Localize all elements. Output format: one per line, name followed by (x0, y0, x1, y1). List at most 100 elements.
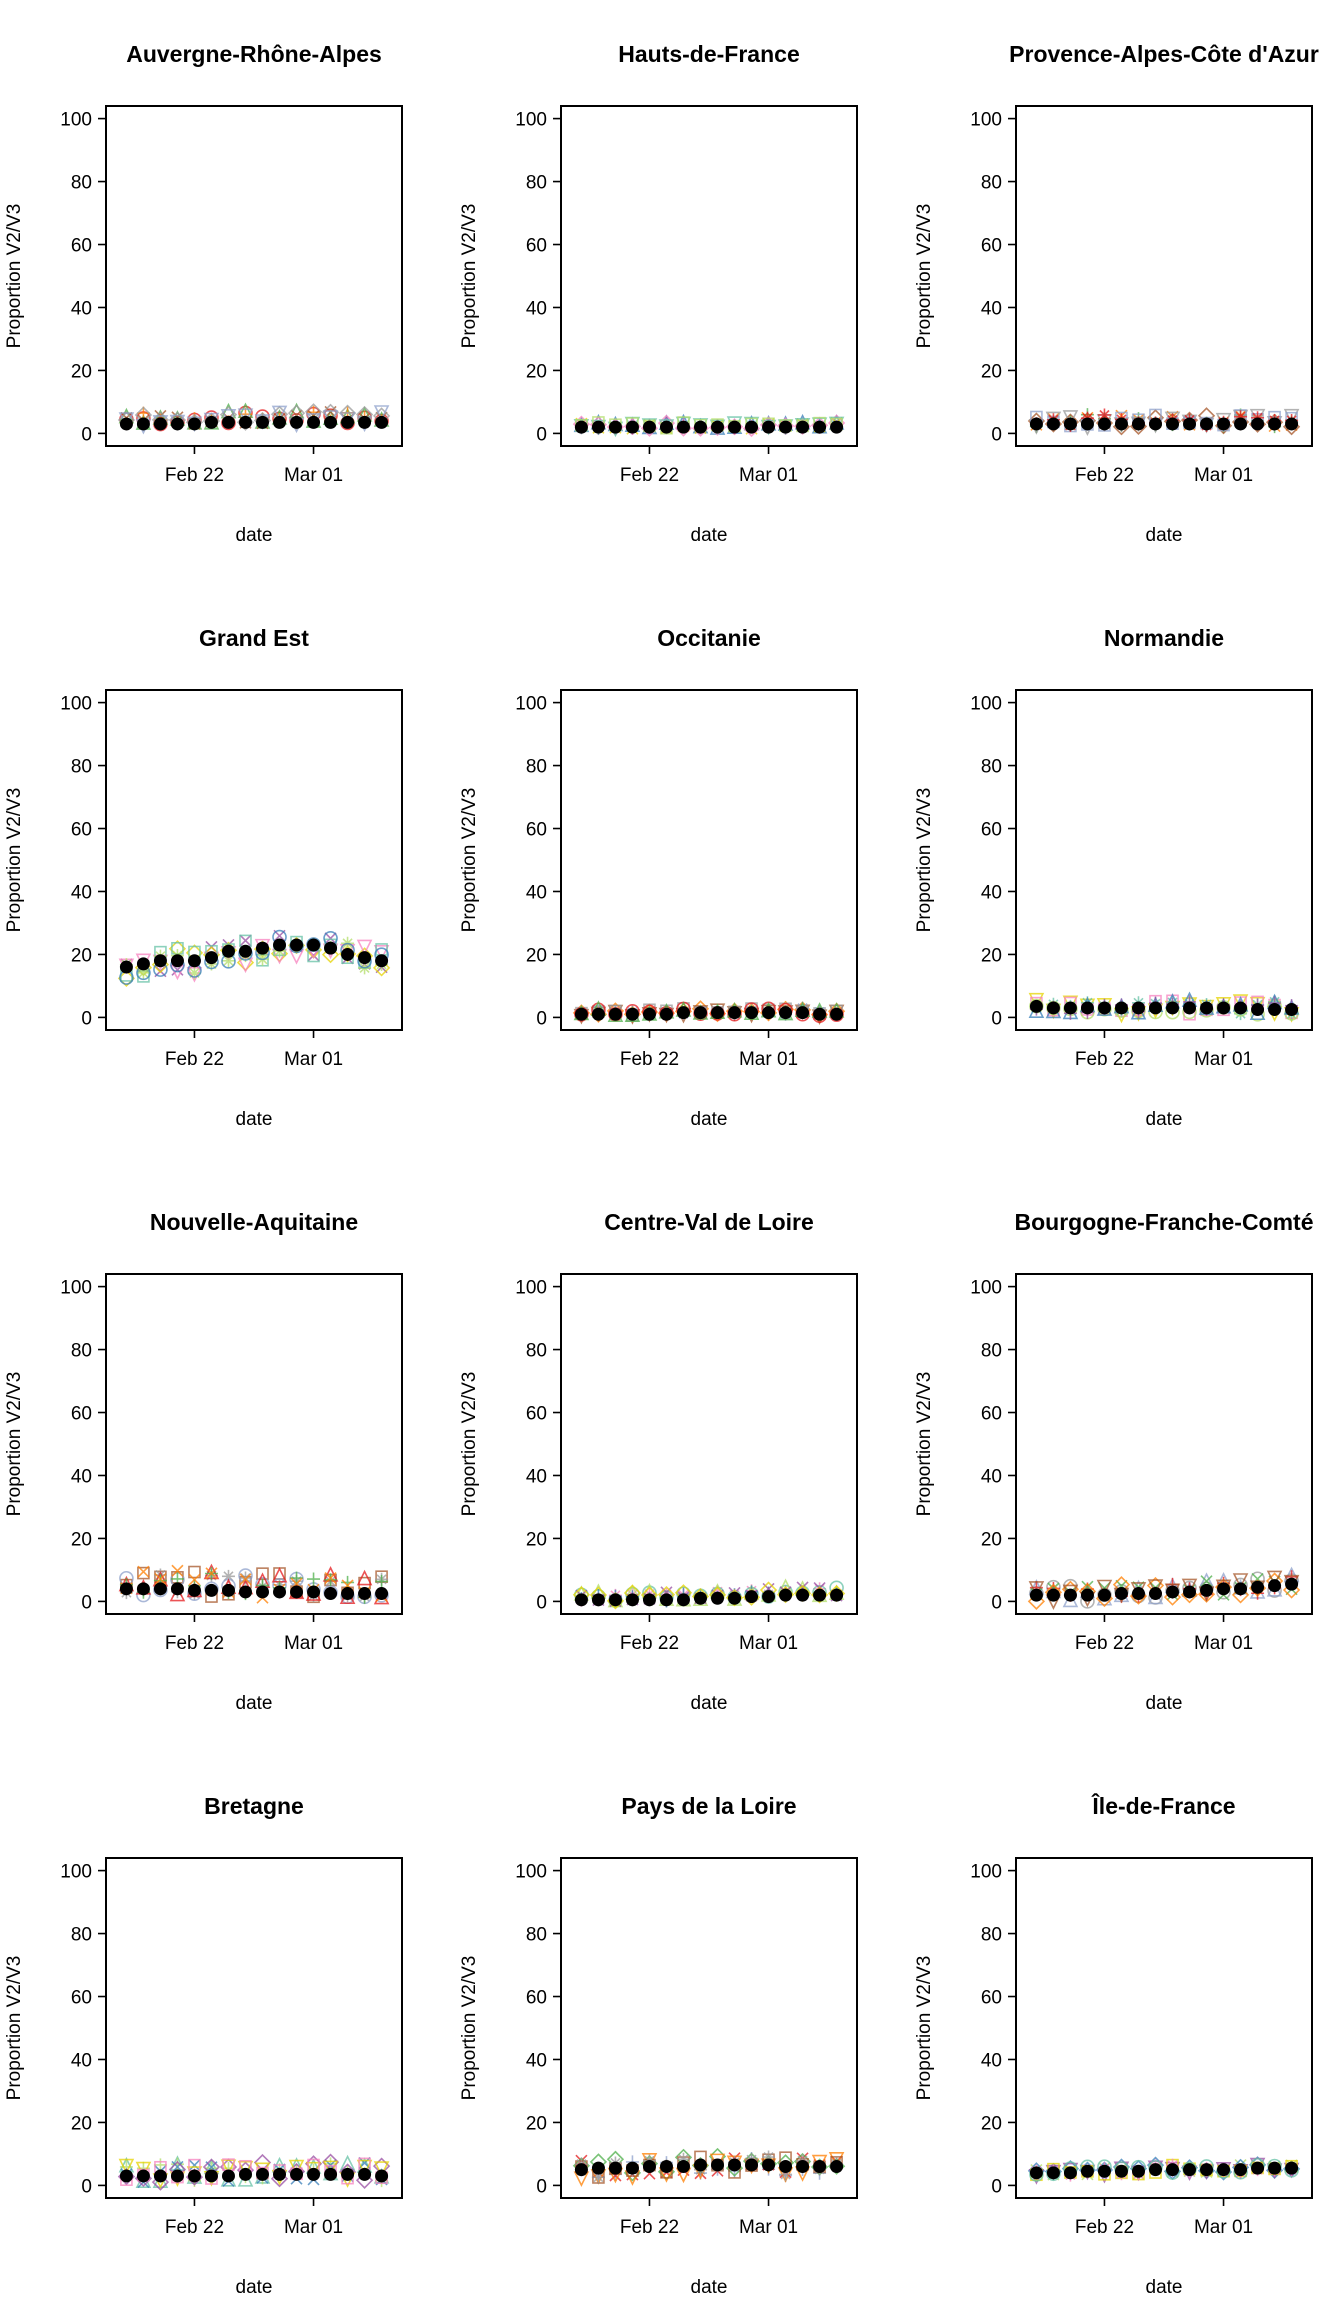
y-tick-label: 80 (981, 1925, 1002, 1946)
y-axis: 0 20 40 60 80 100 (60, 110, 106, 445)
x-tick-label: Mar 01 (739, 1049, 798, 1070)
mean-point (238, 944, 252, 958)
y-tick-label: 0 (991, 424, 1002, 445)
mean-point (830, 1007, 844, 1021)
mean-point (796, 1006, 810, 1020)
x-tick-label: Mar 01 (739, 1633, 798, 1654)
mean-point (204, 951, 218, 965)
mean-point (728, 1591, 742, 1605)
x-tick-label: Feb 22 (1075, 1049, 1134, 1070)
y-axis: 0 20 40 60 80 100 (60, 1862, 106, 2197)
mean-point (1097, 2164, 1111, 2178)
panel-provence-alpes-cote-d-azur: Provence-Alpes-Côte d'Azur 0 20 40 60 80 100 Pr… (914, 41, 1319, 546)
plot-frame (105, 1273, 403, 1615)
mean-point (693, 2158, 707, 2172)
mean-point (1217, 1001, 1231, 1015)
plot-frame (1015, 1857, 1313, 2199)
y-axis: 0 20 40 60 80 100 (970, 110, 1016, 445)
mean-point (728, 1006, 742, 1020)
mean-point (659, 2160, 673, 2174)
mean-point (1200, 417, 1214, 431)
department-point (356, 939, 373, 956)
y-tick-label: 20 (71, 945, 92, 966)
department-point (221, 1569, 235, 1583)
mean-point (796, 2160, 810, 2174)
mean-point (1148, 1001, 1162, 1015)
mean-point (1080, 417, 1094, 431)
y-tick-label: 60 (71, 820, 92, 841)
mean-point (170, 417, 184, 431)
mean-point (591, 420, 605, 434)
mean-point (1080, 1588, 1094, 1602)
mean-series (574, 1006, 844, 1021)
department-point (375, 1574, 389, 1588)
mean-point (341, 2167, 355, 2181)
x-tick-label: Mar 01 (284, 2217, 343, 2238)
mean-point (307, 415, 321, 429)
y-tick-label: 20 (71, 1529, 92, 1550)
mean-point (625, 1007, 639, 1021)
department-point (220, 2159, 237, 2175)
x-tick-label: Feb 22 (1075, 465, 1134, 486)
y-tick-label: 60 (526, 1988, 547, 2009)
x-axis-label: date (691, 2277, 728, 2298)
plot-frame (560, 105, 858, 447)
mean-point (1234, 417, 1248, 431)
mean-point (1046, 1001, 1060, 1015)
y-axis-label: Proportion V2/V3 (459, 788, 480, 933)
mean-point (591, 1593, 605, 1607)
mean-point (728, 2158, 742, 2172)
y-axis-label: Proportion V2/V3 (459, 204, 480, 349)
y-tick-label: 20 (981, 2113, 1002, 2134)
panel-title: Bretagne (204, 1793, 304, 1819)
x-axis: Feb 22 Mar 01 (165, 1030, 343, 1070)
y-tick-label: 60 (71, 236, 92, 257)
mean-point (290, 938, 304, 952)
y-tick-label: 80 (981, 173, 1002, 194)
y-axis-label: Proportion V2/V3 (914, 788, 935, 933)
x-axis: Feb 22 Mar 01 (620, 1030, 798, 1070)
department-point (170, 2157, 184, 2171)
mean-point (676, 2160, 690, 2174)
mean-point (745, 1006, 759, 1020)
y-tick-label: 20 (981, 361, 1002, 382)
y-axis-label: Proportion V2/V3 (4, 1956, 25, 2101)
mean-point (642, 1007, 656, 1021)
mean-point (693, 1591, 707, 1605)
mean-point (1234, 2163, 1248, 2177)
mean-point (170, 954, 184, 968)
mean-point (608, 420, 622, 434)
mean-point (1251, 2161, 1265, 2175)
mean-point (187, 2169, 201, 2183)
mean-point (170, 1582, 184, 1596)
y-tick-label: 60 (526, 236, 547, 257)
mean-point (290, 1585, 304, 1599)
mean-point (642, 2160, 656, 2174)
mean-series (574, 1588, 844, 1607)
mean-point (1166, 1585, 1180, 1599)
mean-point (642, 420, 656, 434)
y-tick-label: 20 (981, 945, 1002, 966)
mean-point (256, 2167, 270, 2181)
department-point (290, 1571, 304, 1585)
mean-point (1097, 1588, 1111, 1602)
y-tick-label: 0 (81, 2176, 92, 2197)
y-tick-label: 40 (71, 2050, 92, 2071)
y-tick-label: 0 (81, 1592, 92, 1613)
mean-point (204, 1583, 218, 1597)
mean-point (307, 2167, 321, 2181)
mean-point (221, 415, 235, 429)
mean-point (779, 420, 793, 434)
department-point (1097, 408, 1111, 422)
y-tick-label: 40 (981, 1466, 1002, 1487)
mean-point (238, 415, 252, 429)
y-tick-label: 100 (970, 1862, 1002, 1883)
mean-series (1029, 1577, 1299, 1602)
y-tick-label: 60 (981, 1404, 1002, 1425)
y-tick-label: 60 (526, 1404, 547, 1425)
mean-series (574, 2158, 844, 2177)
department-point (238, 1571, 252, 1585)
y-tick-label: 60 (981, 820, 1002, 841)
y-tick-label: 20 (526, 2113, 547, 2134)
mean-point (324, 941, 338, 955)
